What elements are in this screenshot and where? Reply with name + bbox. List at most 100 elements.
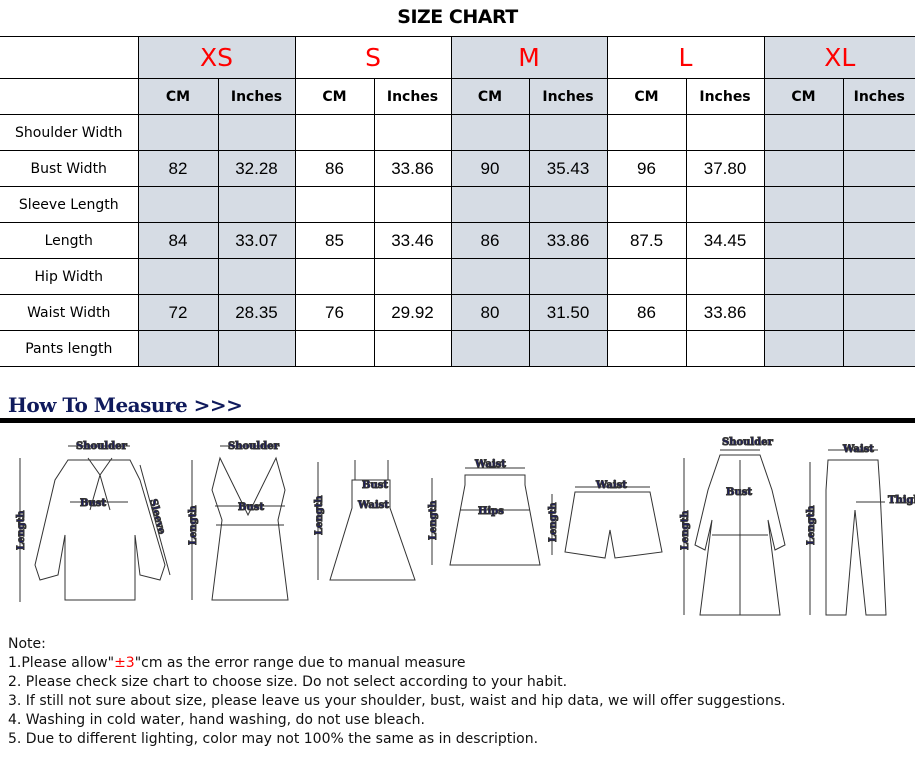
svg-text:Length: Length (548, 502, 559, 542)
value-cell (842, 222, 915, 259)
unit-header: CM (137, 78, 219, 115)
value-cell: 82 (137, 150, 219, 187)
blouse-figure: Shoulder Bust Length Sleeve (16, 441, 171, 602)
value-cell (450, 186, 530, 223)
value-cell (373, 258, 452, 295)
row-label: Length (0, 222, 139, 259)
page-title: SIZE CHART (397, 6, 518, 28)
value-cell (763, 222, 844, 259)
value-cell (528, 258, 608, 295)
value-cell (217, 258, 296, 295)
value-cell: 32.28 (217, 150, 296, 187)
row-label: Waist Width (0, 294, 139, 331)
svg-text:Length: Length (188, 505, 199, 545)
value-cell (217, 330, 296, 367)
value-cell: 29.92 (373, 294, 452, 331)
table-row: Waist Width 72 28.35 76 29.92 80 31.50 86 33.86 (0, 294, 915, 331)
value-cell (373, 114, 452, 151)
value-cell (842, 114, 915, 151)
value-cell: 72 (137, 294, 219, 331)
unit-header-row: CM Inches CM Inches CM Inches CM Inches CM Inches (0, 78, 915, 115)
table-row: Sleeve Length (0, 186, 915, 223)
note-4: 4. Washing in cold water, hand washing, … (8, 712, 425, 728)
notes: Note: 1.Please allow"±3"cm as the error … (8, 635, 786, 749)
value-cell (450, 330, 530, 367)
value-cell: 76 (294, 294, 375, 331)
value-cell (606, 330, 687, 367)
value-cell (450, 258, 530, 295)
value-cell: 37.80 (685, 150, 765, 187)
svg-text:Length: Length (314, 495, 325, 535)
value-cell: 33.86 (685, 294, 765, 331)
table-row: Bust Width 82 32.28 86 33.86 90 35.43 96 37.80 (0, 150, 915, 187)
row-label: Shoulder Width (0, 114, 139, 151)
size-chart-table: XS S M L XL CM Inches CM Inches CM Inches CM Inches C… (0, 36, 915, 367)
unit-header: CM (450, 78, 530, 115)
value-cell (294, 258, 375, 295)
unit-header: Inches (373, 78, 452, 115)
value-cell (528, 330, 608, 367)
svg-text:Length: Length (16, 510, 27, 550)
value-cell (450, 114, 530, 151)
svg-text:Shoulder: Shoulder (722, 437, 774, 448)
value-cell: 84 (137, 222, 219, 259)
svg-text:Waist: Waist (595, 480, 627, 491)
table-row: Hip Width (0, 258, 915, 295)
corner-cell (0, 78, 139, 115)
value-cell (217, 186, 296, 223)
value-cell: 86 (606, 294, 687, 331)
value-cell (685, 186, 765, 223)
value-cell: 31.50 (528, 294, 608, 331)
svg-text:Waist: Waist (474, 459, 506, 470)
row-label: Hip Width (0, 258, 139, 295)
value-cell (763, 258, 844, 295)
value-cell: 28.35 (217, 294, 296, 331)
svg-text:Bust: Bust (726, 487, 752, 498)
svg-text:Length: Length (806, 505, 817, 545)
value-cell: 87.5 (606, 222, 687, 259)
value-cell: 86 (294, 150, 375, 187)
value-cell (606, 258, 687, 295)
value-cell (842, 294, 915, 331)
size-header-s: S (294, 36, 452, 79)
svg-text:Waist: Waist (842, 444, 874, 455)
unit-header: Inches (685, 78, 765, 115)
table-row: Shoulder Width (0, 114, 915, 151)
vest-figure: Shoulder Bust Length (188, 441, 289, 601)
size-header-row: XS S M L XL (0, 36, 915, 79)
value-cell (606, 114, 687, 151)
svg-text:Waist: Waist (357, 500, 389, 511)
notes-heading: Note: (8, 636, 46, 652)
svg-text:Shoulder: Shoulder (76, 441, 128, 452)
value-cell (763, 150, 844, 187)
measurement-illustrations: Shoulder Bust Length Sleeve Shoulder Bus… (16, 437, 915, 616)
how-to-measure-heading: How To Measure >>> (8, 393, 243, 417)
value-cell (137, 258, 219, 295)
note-2: 2. Please check size chart to choose siz… (8, 674, 568, 690)
svg-text:Shoulder: Shoulder (228, 441, 280, 452)
value-cell (606, 186, 687, 223)
value-cell (528, 114, 608, 151)
svg-text:Length: Length (680, 510, 691, 550)
dress-figure: Bust Waist Length (314, 460, 416, 581)
value-cell: 33.07 (217, 222, 296, 259)
row-label: Sleeve Length (0, 186, 139, 223)
unit-header: CM (763, 78, 844, 115)
value-cell (294, 186, 375, 223)
value-cell (842, 330, 915, 367)
value-cell (137, 186, 219, 223)
tolerance-value: ±3 (114, 655, 135, 671)
skirt-figure: Waist Hips Length (428, 459, 541, 566)
svg-text:Sleeve: Sleeve (147, 498, 167, 536)
coat-figure: Shoulder Bust Length (680, 437, 786, 616)
value-cell (685, 114, 765, 151)
value-cell (763, 186, 844, 223)
value-cell (763, 114, 844, 151)
value-cell (294, 330, 375, 367)
value-cell: 90 (450, 150, 530, 187)
table-row: Length 84 33.07 85 33.46 86 33.86 87.5 34.45 (0, 222, 915, 259)
divider (0, 418, 915, 423)
unit-header: CM (606, 78, 687, 115)
value-cell (685, 330, 765, 367)
table-row: Pants length (0, 330, 915, 367)
